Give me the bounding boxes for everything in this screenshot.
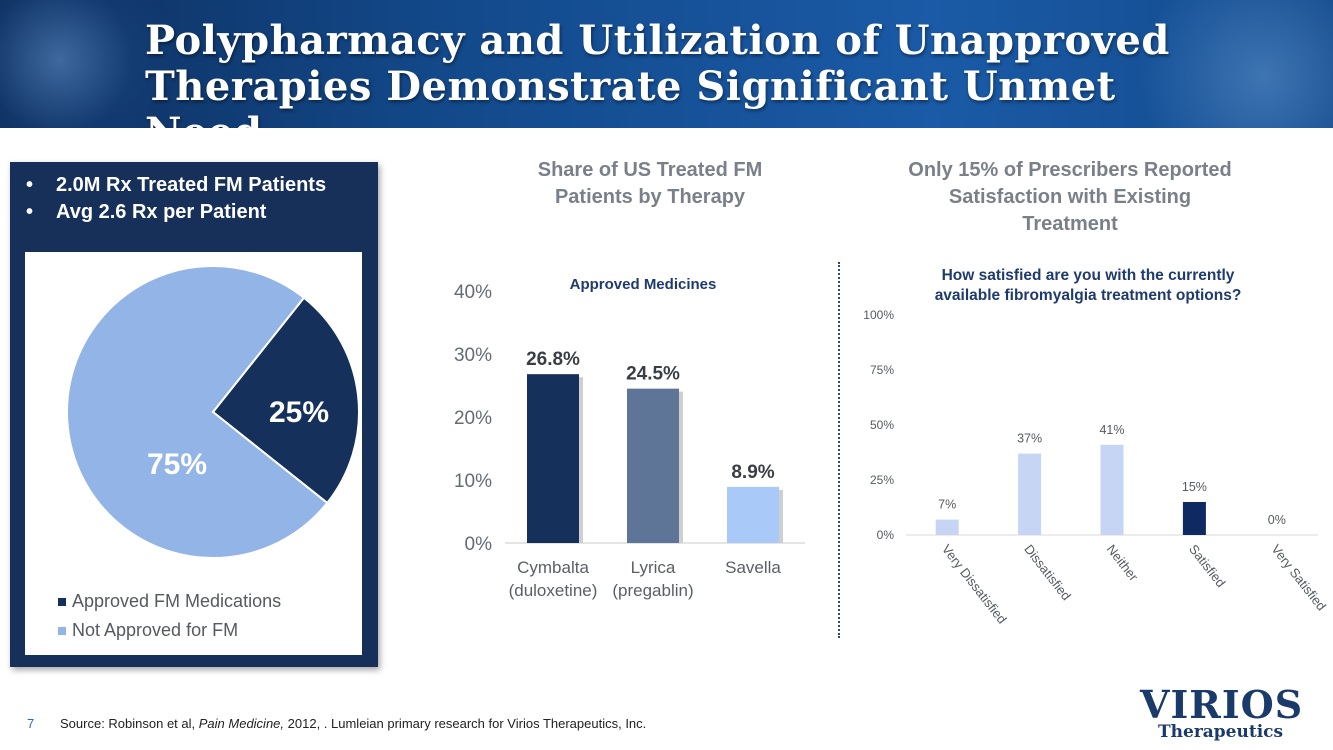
legend-label: Not Approved for FM <box>72 620 239 640</box>
y-tick-label: 40% <box>454 282 492 303</box>
pie-legend: Approved FM Medications Not Approved for… <box>58 587 281 645</box>
bullet-item: Avg 2.6 Rx per Patient <box>26 199 326 226</box>
bar-value-label: 41% <box>1099 423 1124 437</box>
legend-item-approved: Approved FM Medications <box>58 587 281 616</box>
x-category-label: Savella <box>725 558 781 577</box>
page-number: 7 <box>27 716 35 731</box>
y-tick-label: 75% <box>870 363 894 377</box>
x-category-sublabel: (pregablin) <box>612 581 693 600</box>
logo-wordmark: VIRIOS <box>1140 682 1304 727</box>
y-tick-label: 10% <box>454 471 492 492</box>
x-category-label: Lyrica <box>631 558 676 577</box>
bar-value-label: 15% <box>1182 480 1207 494</box>
x-category-label: Very Satisfied <box>1268 542 1328 614</box>
x-category-label: Neither <box>1104 542 1142 585</box>
logo-subtitle: Therapeutics <box>1158 722 1284 742</box>
legend-swatch-not-approved <box>58 626 66 635</box>
title-line-1: Polypharmacy and Utilization of Unapprov… <box>145 17 1170 64</box>
x-category-label: Dissatisfied <box>1021 542 1074 604</box>
legend-item-not-approved: Not Approved for FM <box>58 616 281 645</box>
satisfaction-heading: Only 15% of Prescribers Reported Satisfa… <box>908 159 1232 235</box>
pie-label: 75% <box>147 448 207 481</box>
bar-value-label: 37% <box>1017 432 1042 446</box>
x-category-label: Satisfied <box>1186 542 1229 591</box>
pie-label: 25% <box>269 396 329 429</box>
satisfaction-bar <box>1018 453 1042 535</box>
bar-value-label: 24.5% <box>626 364 680 385</box>
pie-chart: 25% 75% <box>66 265 360 559</box>
y-tick-label: 0% <box>877 528 895 542</box>
satisfaction-bar <box>1100 444 1124 535</box>
virios-logo: VIRIOS Therapeutics <box>1140 682 1304 744</box>
bar-savella <box>727 486 779 543</box>
source-prefix: Source: Robinson et al, <box>60 716 199 731</box>
x-category-label: Cymbalta <box>517 558 589 577</box>
therapy-share-bar-chart: 0% 10% 20% 30% 40% Approved Medicines 26.8% Cym… <box>454 276 805 600</box>
bar-lyrica <box>627 388 679 543</box>
satisfaction-bar-chart: How satisfied are you with the currently… <box>863 267 1328 627</box>
y-tick-label: 25% <box>870 473 894 487</box>
title-banner: Polypharmacy and Utilization of Unapprov… <box>0 0 1333 128</box>
y-tick-label: 20% <box>454 408 492 429</box>
approved-medicines-annotation: Approved Medicines <box>570 276 717 293</box>
bar-value-label: 26.8% <box>526 349 580 370</box>
slide-title: Polypharmacy and Utilization of Unapprov… <box>145 17 1245 129</box>
pie-card: 25% 75% Approved FM Medications Not Appro… <box>25 252 362 655</box>
satisfaction-bar <box>935 519 959 535</box>
survey-question-line-1: How satisfied are you with the currently <box>942 267 1235 284</box>
y-tick-label: 50% <box>870 418 894 432</box>
x-category-sublabel: (duloxetine) <box>509 581 598 600</box>
y-tick-label: 30% <box>454 345 492 366</box>
banner-glow <box>1103 0 1333 128</box>
bar-value-label: 0% <box>1268 513 1286 527</box>
legend-label: Approved FM Medications <box>72 591 282 611</box>
bar-value-label: 7% <box>938 498 956 512</box>
section-divider <box>838 262 840 638</box>
y-tick-label: 100% <box>863 308 894 322</box>
bullet-item: 2.0M Rx Treated FM Patients <box>26 172 326 199</box>
bar-value-label: 8.9% <box>731 462 774 483</box>
patients-panel: 2.0M Rx Treated FM Patients Avg 2.6 Rx p… <box>10 162 378 667</box>
bullet-list: 2.0M Rx Treated FM Patients Avg 2.6 Rx p… <box>26 172 326 226</box>
legend-swatch-approved <box>58 597 66 606</box>
source-citation: Source: Robinson et al, Pain Medicine, 2… <box>60 716 646 731</box>
source-suffix: 2012, . Lumleian primary research for Vi… <box>284 716 647 731</box>
survey-question-line-2: available fibromyalgia treatment options… <box>935 287 1242 304</box>
title-line-2: Therapies Demonstrate Significant Unmet … <box>145 63 1116 129</box>
pie-slice-not-approved <box>66 265 329 559</box>
pie-slice-approved <box>211 296 360 505</box>
satisfaction-bar <box>1182 502 1206 535</box>
x-category-label: Very Dissatisfied <box>939 542 1010 627</box>
y-tick-label: 0% <box>465 534 493 555</box>
bar-cymbalta <box>527 374 579 543</box>
source-journal: Pain Medicine, <box>198 716 285 731</box>
bar-chart-heading: Share of US Treated FM Patients by Thera… <box>537 159 763 208</box>
virus-decoration <box>0 0 180 128</box>
